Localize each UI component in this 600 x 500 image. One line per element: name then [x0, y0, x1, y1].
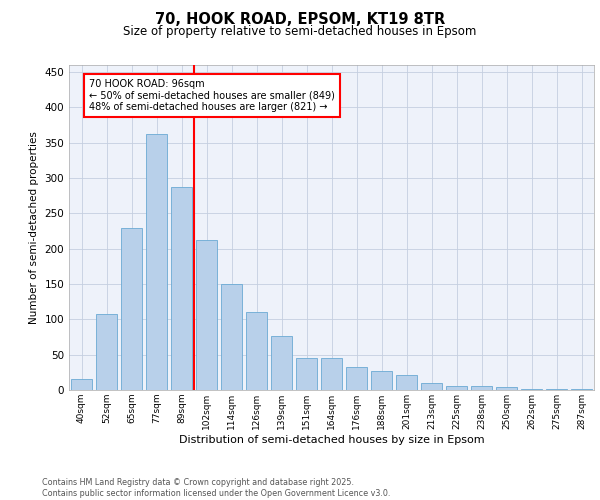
X-axis label: Distribution of semi-detached houses by size in Epsom: Distribution of semi-detached houses by … — [179, 434, 484, 444]
Bar — [246, 312, 267, 390]
Bar — [146, 134, 167, 390]
Bar — [271, 336, 292, 390]
Text: Contains HM Land Registry data © Crown copyright and database right 2025.
Contai: Contains HM Land Registry data © Crown c… — [42, 478, 391, 498]
Bar — [171, 186, 192, 390]
Bar — [196, 240, 217, 390]
Bar — [496, 387, 517, 390]
Bar — [471, 386, 492, 390]
Bar — [396, 375, 417, 390]
Bar — [96, 314, 117, 390]
Bar — [421, 383, 442, 390]
Bar — [296, 358, 317, 390]
Bar — [321, 358, 342, 390]
Text: Size of property relative to semi-detached houses in Epsom: Size of property relative to semi-detach… — [124, 25, 476, 38]
Bar — [346, 366, 367, 390]
Text: 70, HOOK ROAD, EPSOM, KT19 8TR: 70, HOOK ROAD, EPSOM, KT19 8TR — [155, 12, 445, 28]
Text: 70 HOOK ROAD: 96sqm
← 50% of semi-detached houses are smaller (849)
48% of semi-: 70 HOOK ROAD: 96sqm ← 50% of semi-detach… — [89, 79, 335, 112]
Bar — [371, 371, 392, 390]
Bar — [571, 388, 592, 390]
Y-axis label: Number of semi-detached properties: Number of semi-detached properties — [29, 131, 39, 324]
Bar — [121, 228, 142, 390]
Bar — [221, 284, 242, 390]
Bar — [71, 378, 92, 390]
Bar — [446, 386, 467, 390]
